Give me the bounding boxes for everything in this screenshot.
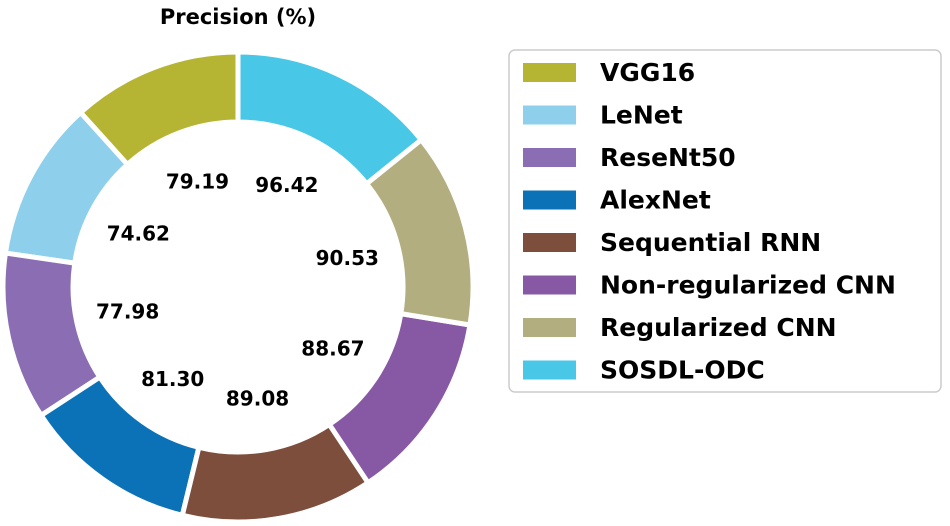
legend-item-vgg16: VGG16 [523, 58, 695, 87]
legend-swatch-resent50 [523, 148, 576, 167]
legend-label-sosdl-odc: SOSDL-ODC [600, 356, 765, 385]
value-label-vgg16: 79.19 [166, 170, 229, 194]
legend-swatch-non-regularized-cnn [523, 275, 576, 295]
value-label-resent50: 77.98 [96, 299, 159, 323]
value-label-regularized-cnn: 90.53 [316, 246, 379, 270]
legend-item-regularized-cnn: Regularized CNN [523, 313, 837, 342]
value-label-sosdl-odc: 96.42 [255, 173, 318, 197]
donut-slices [0, 49, 476, 525]
legend-frame [508, 49, 942, 393]
legend: VGG16 LeNet ReseNt50 AlexNet Sequential RNN N… [508, 49, 942, 393]
value-label-lenet: 74.62 [107, 222, 170, 246]
legend-swatch-lenet [523, 105, 576, 125]
slice-value-labels: 79.19 74.62 77.98 81.30 89.08 88.67 90.53 96.42 [96, 170, 379, 411]
legend-label-sequential-rnn: Sequential RNN [600, 228, 821, 257]
value-label-non-regularized-cnn: 88.67 [301, 336, 364, 360]
legend-swatch-alexnet [523, 190, 576, 210]
legend-item-non-regularized-cnn: Non-regularized CNN [523, 271, 896, 300]
legend-item-alexnet: AlexNet [523, 186, 711, 215]
slice-alexnet [37, 373, 202, 519]
value-label-alexnet: 81.30 [141, 367, 204, 391]
legend-label-non-regularized-cnn: Non-regularized CNN [600, 271, 896, 300]
legend-label-regularized-cnn: Regularized CNN [600, 313, 837, 342]
legend-swatch-sosdl-odc [523, 360, 576, 380]
slice-sosdl-odc [235, 49, 425, 188]
legend-swatch-regularized-cnn [523, 318, 576, 337]
legend-item-sequential-rnn: Sequential RNN [523, 228, 821, 257]
value-label-sequential-rnn: 89.08 [226, 386, 289, 410]
legend-item-lenet: LeNet [523, 101, 683, 130]
legend-label-vgg16: VGG16 [600, 58, 695, 87]
legend-item-sosdl-odc: SOSDL-ODC [523, 356, 765, 385]
legend-label-alexnet: AlexNet [600, 186, 711, 215]
legend-label-lenet: LeNet [600, 101, 683, 130]
legend-item-resent50: ReseNt50 [523, 143, 736, 172]
chart-title: Precision (%) [160, 5, 316, 29]
legend-label-resent50: ReseNt50 [600, 143, 736, 172]
legend-swatch-vgg16 [523, 63, 576, 82]
legend-swatch-sequential-rnn [523, 233, 576, 252]
